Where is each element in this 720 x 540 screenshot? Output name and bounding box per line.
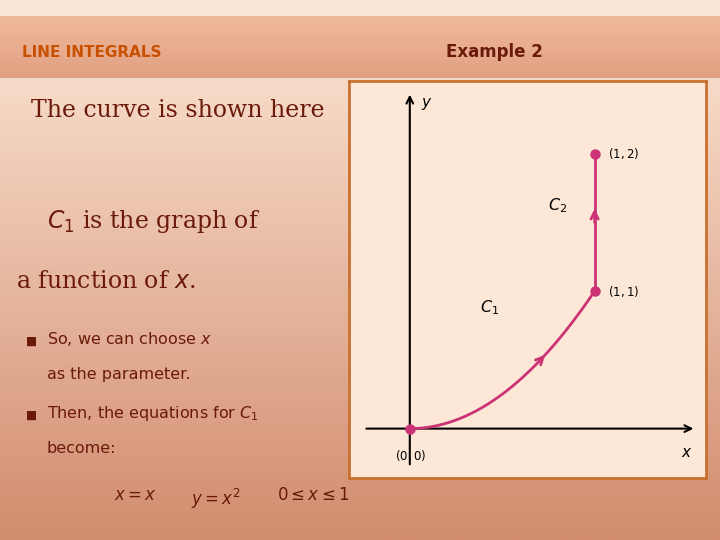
Text: $x = x$: $x = x$	[114, 487, 156, 504]
Text: $C_2$: $C_2$	[549, 197, 567, 215]
Text: $C_1$ is the graph of: $C_1$ is the graph of	[47, 207, 260, 234]
Text: $y = x^2$: $y = x^2$	[192, 487, 240, 511]
Text: $C_1$: $C_1$	[480, 298, 499, 317]
Text: become:: become:	[47, 441, 117, 456]
Text: a function of $x$.: a function of $x$.	[17, 270, 196, 293]
Text: $x$: $x$	[681, 445, 693, 460]
Text: LINE INTEGRALS: LINE INTEGRALS	[22, 45, 161, 60]
Text: Example 2: Example 2	[446, 43, 544, 61]
Text: ■: ■	[27, 408, 37, 421]
Text: $0 \leq x \leq 1$: $0 \leq x \leq 1$	[276, 487, 349, 504]
Text: $y$: $y$	[421, 96, 433, 112]
Text: So, we can choose $x$: So, we can choose $x$	[47, 330, 212, 348]
Text: $(1, 1)$: $(1, 1)$	[608, 284, 639, 299]
Text: Then, the equations for $C_1$: Then, the equations for $C_1$	[47, 404, 258, 423]
Text: $(1, 2)$: $(1, 2)$	[608, 146, 639, 161]
Text: ■: ■	[27, 335, 37, 348]
Text: as the parameter.: as the parameter.	[47, 367, 190, 382]
Text: The curve is shown here: The curve is shown here	[30, 99, 324, 122]
Text: $(0, 0)$: $(0, 0)$	[395, 448, 426, 463]
